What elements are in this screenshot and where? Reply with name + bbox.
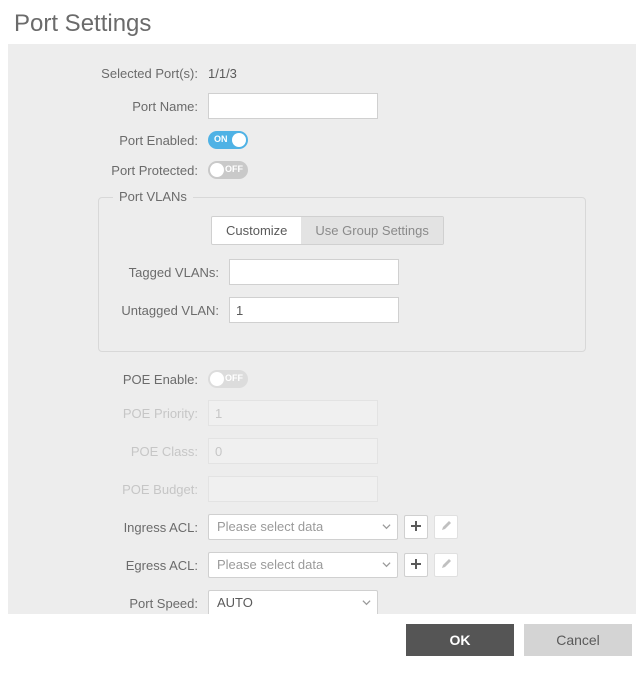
label-poe-priority: POE Priority:: [48, 406, 208, 421]
port-protected-toggle[interactable]: OFF: [208, 161, 248, 179]
egress-acl-select[interactable]: Please select data: [208, 552, 398, 578]
row-egress-acl: Egress ACL: Please select data: [48, 552, 596, 578]
label-port-speed: Port Speed:: [48, 596, 208, 611]
cancel-button[interactable]: Cancel: [524, 624, 632, 656]
toggle-knob: [232, 133, 246, 147]
label-poe-budget: POE Budget:: [48, 482, 208, 497]
egress-acl-edit-button[interactable]: [434, 553, 458, 577]
egress-acl-add-button[interactable]: [404, 553, 428, 577]
port-speed-value: AUTO: [208, 590, 378, 614]
port-speed-select[interactable]: AUTO: [208, 590, 378, 614]
plus-icon: [410, 520, 422, 535]
dialog-button-bar: OK Cancel: [0, 614, 644, 668]
segment-use-group-settings[interactable]: Use Group Settings: [301, 217, 442, 244]
ingress-acl-select[interactable]: Please select data: [208, 514, 398, 540]
pencil-icon: [440, 520, 452, 535]
poe-enable-toggle: OFF: [208, 370, 248, 388]
poe-budget-input: [208, 476, 378, 502]
label-port-enabled: Port Enabled:: [48, 133, 208, 148]
toggle-knob: [210, 163, 224, 177]
label-untagged-vlan: Untagged VLAN:: [119, 303, 229, 318]
row-port-speed: Port Speed: AUTO: [48, 590, 596, 614]
segment-customize[interactable]: Customize: [212, 217, 301, 244]
label-poe-enable: POE Enable:: [48, 372, 208, 387]
dialog-title: Port Settings: [0, 0, 644, 44]
port-settings-dialog: Port Settings Selected Port(s): 1/1/3 Po…: [0, 0, 644, 668]
row-port-protected: Port Protected: OFF: [48, 161, 596, 179]
untagged-vlan-input[interactable]: [229, 297, 399, 323]
row-poe-budget: POE Budget:: [48, 476, 596, 502]
row-port-enabled: Port Enabled: ON: [48, 131, 596, 149]
row-poe-enable: POE Enable: OFF: [48, 370, 596, 388]
pencil-icon: [440, 558, 452, 573]
value-selected-ports: 1/1/3: [208, 66, 596, 81]
port-enabled-toggle[interactable]: ON: [208, 131, 248, 149]
label-port-name: Port Name:: [48, 99, 208, 114]
ingress-acl-add-button[interactable]: [404, 515, 428, 539]
egress-acl-value: Please select data: [208, 552, 398, 578]
vlan-mode-segmented: Customize Use Group Settings: [211, 216, 444, 245]
row-poe-priority: POE Priority:: [48, 400, 596, 426]
toggle-text: ON: [214, 134, 228, 144]
poe-class-input: [208, 438, 378, 464]
row-selected-ports: Selected Port(s): 1/1/3: [48, 66, 596, 81]
label-port-protected: Port Protected:: [48, 163, 208, 178]
ingress-acl-edit-button[interactable]: [434, 515, 458, 539]
label-ingress-acl: Ingress ACL:: [48, 520, 208, 535]
tagged-vlans-input[interactable]: [229, 259, 399, 285]
row-poe-class: POE Class:: [48, 438, 596, 464]
label-selected-ports: Selected Port(s):: [48, 66, 208, 81]
ok-button[interactable]: OK: [406, 624, 514, 656]
row-tagged-vlans: Tagged VLANs:: [119, 259, 565, 285]
port-vlans-fieldset: Port VLANs Customize Use Group Settings …: [98, 197, 586, 352]
plus-icon: [410, 558, 422, 573]
toggle-text: OFF: [225, 373, 243, 383]
poe-priority-input: [208, 400, 378, 426]
row-untagged-vlan: Untagged VLAN:: [119, 297, 565, 323]
port-vlans-legend: Port VLANs: [113, 189, 193, 204]
row-port-name: Port Name:: [48, 93, 596, 119]
toggle-knob: [210, 372, 224, 386]
label-poe-class: POE Class:: [48, 444, 208, 459]
port-name-input[interactable]: [208, 93, 378, 119]
settings-scroll-area[interactable]: Selected Port(s): 1/1/3 Port Name: Port …: [8, 44, 636, 614]
toggle-text: OFF: [225, 164, 243, 174]
row-ingress-acl: Ingress ACL: Please select data: [48, 514, 596, 540]
label-egress-acl: Egress ACL:: [48, 558, 208, 573]
ingress-acl-value: Please select data: [208, 514, 398, 540]
label-tagged-vlans: Tagged VLANs:: [119, 265, 229, 280]
